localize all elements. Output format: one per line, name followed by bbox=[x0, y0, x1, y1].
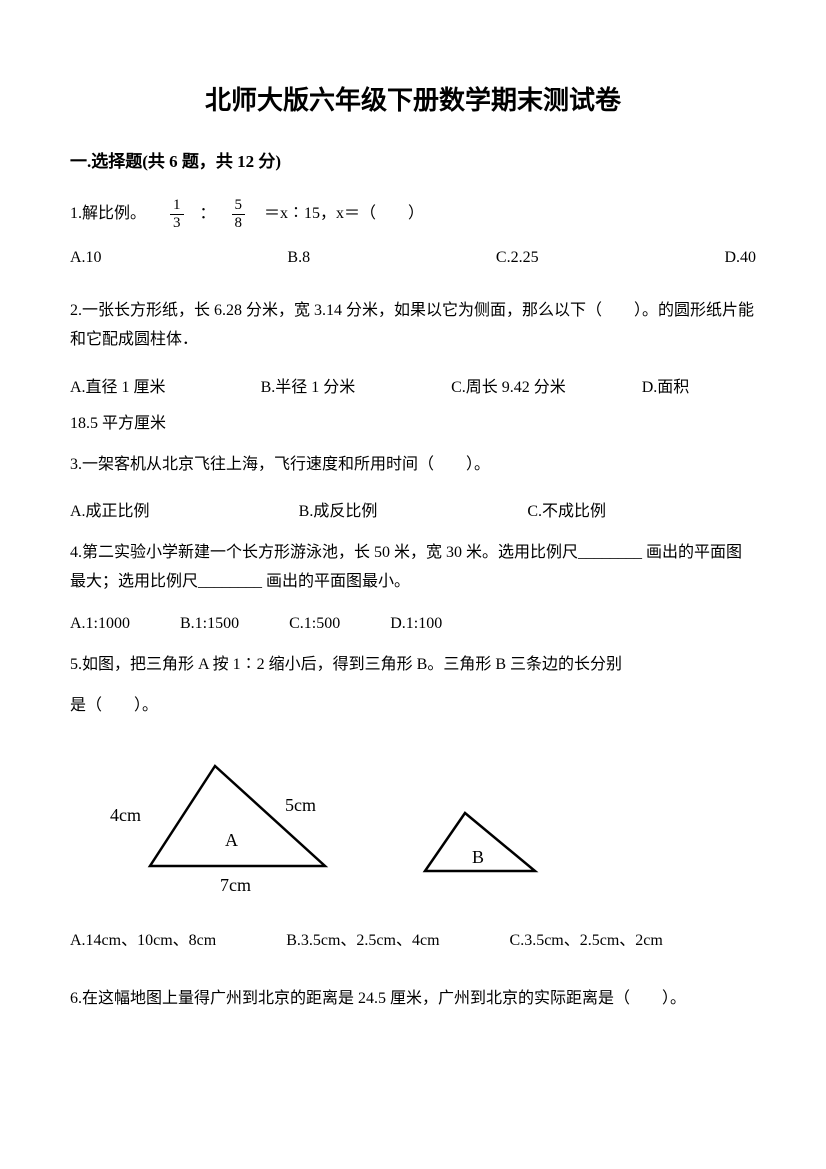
q1-prefix: 1.解比例。 bbox=[70, 200, 146, 229]
q1-colon: ： bbox=[200, 200, 216, 229]
section-1-header: 一.选择题(共 6 题，共 12 分) bbox=[70, 147, 756, 172]
q4-option-d: D.1:100 bbox=[390, 615, 442, 633]
q5-options: A.14cm、10cm、8cm B.3.5cm、2.5cm、4cm C.3.5c… bbox=[70, 926, 756, 950]
question-5-line2: 是（ ）。 bbox=[70, 692, 756, 721]
q5-diagram: 4cm 5cm 7cm A B bbox=[100, 746, 756, 896]
question-6: 6.在这幅地图上量得广州到北京的距离是 24.5 厘米，广州到北京的实际距离是（… bbox=[70, 985, 756, 1014]
triangle-a: 4cm 5cm 7cm A bbox=[100, 746, 360, 896]
question-3: 3.一架客机从北京飞往上海，飞行速度和所用时间（ ）。 bbox=[70, 451, 756, 480]
q4-option-c: C.1:500 bbox=[289, 615, 340, 633]
q1-fraction-1: 1 3 bbox=[170, 197, 184, 231]
svg-text:4cm: 4cm bbox=[110, 805, 141, 825]
question-5-line1: 5.如图，把三角形 A 按 1∶2 缩小后，得到三角形 B。三角形 B 三条边的… bbox=[70, 651, 756, 680]
q1-suffix: ＝x∶15，x＝（ ） bbox=[264, 200, 424, 229]
q4-option-a: A.1:1000 bbox=[70, 615, 130, 633]
q2-option-c: C.周长 9.42 分米 bbox=[451, 373, 642, 397]
svg-text:7cm: 7cm bbox=[220, 875, 251, 895]
q2-option-d-line2: 18.5 平方厘米 bbox=[70, 409, 756, 433]
q5-option-b: B.3.5cm、2.5cm、4cm bbox=[286, 926, 439, 950]
q1-options: A.10 B.8 C.2.25 D.40 bbox=[70, 249, 756, 267]
page-title: 北师大版六年级下册数学期末测试卷 bbox=[70, 80, 756, 117]
q1-option-c: C.2.25 bbox=[496, 249, 539, 267]
q1-option-b: B.8 bbox=[287, 249, 310, 267]
q2-options: A.直径 1 厘米 B.半径 1 分米 C.周长 9.42 分米 D.面积 bbox=[70, 373, 756, 397]
svg-text:5cm: 5cm bbox=[285, 795, 316, 815]
svg-text:A: A bbox=[225, 830, 238, 850]
q4-options: A.1:1000 B.1:1500 C.1:500 D.1:100 bbox=[70, 615, 756, 633]
q2-option-b: B.半径 1 分米 bbox=[261, 373, 452, 397]
question-1: 1.解比例。 1 3 ： 5 8 ＝x∶15，x＝（ ） bbox=[70, 197, 756, 231]
q3-options: A.成正比例 B.成反比例 C.不成比例 bbox=[70, 497, 756, 521]
q3-option-b: B.成反比例 bbox=[299, 497, 528, 521]
q5-option-a: A.14cm、10cm、8cm bbox=[70, 926, 216, 950]
q2-option-a: A.直径 1 厘米 bbox=[70, 373, 261, 397]
q1-fraction-2: 5 8 bbox=[232, 197, 246, 231]
question-4: 4.第二实验小学新建一个长方形游泳池，长 50 米，宽 30 米。选用比例尺__… bbox=[70, 539, 756, 597]
q3-option-a: A.成正比例 bbox=[70, 497, 299, 521]
question-2: 2.一张长方形纸，长 6.28 分米，宽 3.14 分米，如果以它为侧面，那么以… bbox=[70, 297, 756, 355]
q5-option-c: C.3.5cm、2.5cm、2cm bbox=[510, 926, 663, 950]
svg-text:B: B bbox=[472, 847, 484, 867]
q2-option-d: D.面积 bbox=[642, 373, 756, 397]
q1-option-a: A.10 bbox=[70, 249, 102, 267]
q1-option-d: D.40 bbox=[724, 249, 756, 267]
triangle-b: B bbox=[410, 801, 550, 896]
q4-option-b: B.1:1500 bbox=[180, 615, 239, 633]
q3-option-c: C.不成比例 bbox=[527, 497, 756, 521]
